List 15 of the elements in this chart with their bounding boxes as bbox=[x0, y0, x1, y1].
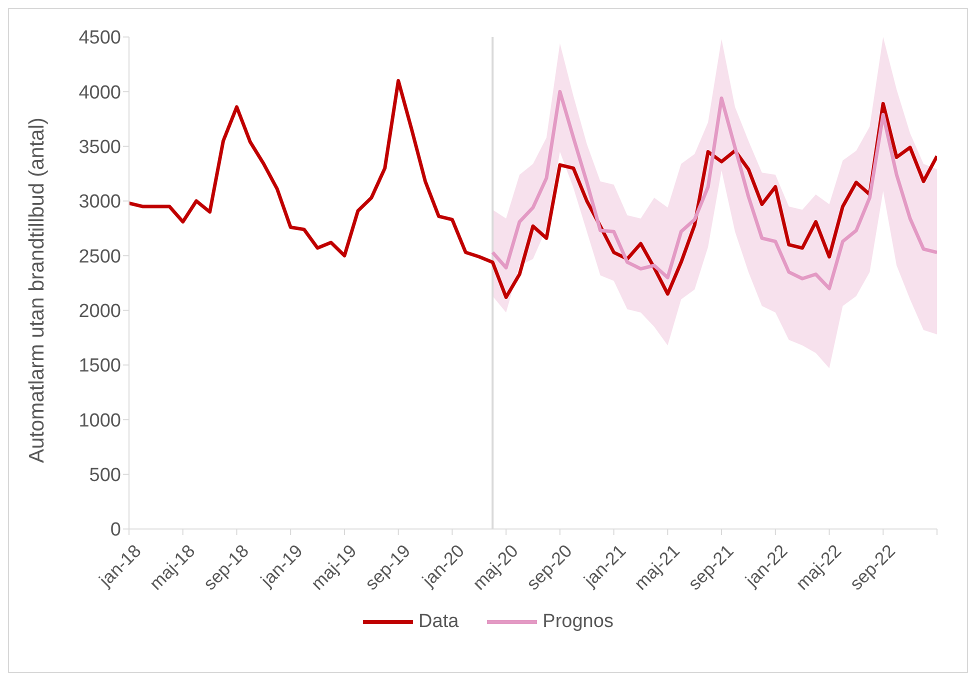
y-tick-label: 1000 bbox=[78, 410, 121, 432]
y-tick-label: 0 bbox=[110, 520, 121, 541]
y-tick-label: 4000 bbox=[78, 82, 121, 104]
line-series bbox=[129, 78, 937, 299]
line-series bbox=[490, 90, 937, 290]
y-tick-label: 1500 bbox=[78, 356, 121, 377]
y-tick-label: 500 bbox=[89, 465, 121, 486]
legend-label: Data bbox=[418, 611, 459, 633]
y-tick-label: 4500 bbox=[78, 28, 121, 49]
y-tick-label: 3500 bbox=[78, 137, 121, 158]
y-tick-label: 2500 bbox=[78, 246, 121, 268]
legend-label: Prognos bbox=[542, 611, 614, 633]
y-axis-title: Automatlarm utan brandtillbud (antal) bbox=[25, 117, 48, 463]
y-tick-label: 3000 bbox=[78, 192, 121, 213]
y-tick-label: 2000 bbox=[78, 301, 121, 322]
